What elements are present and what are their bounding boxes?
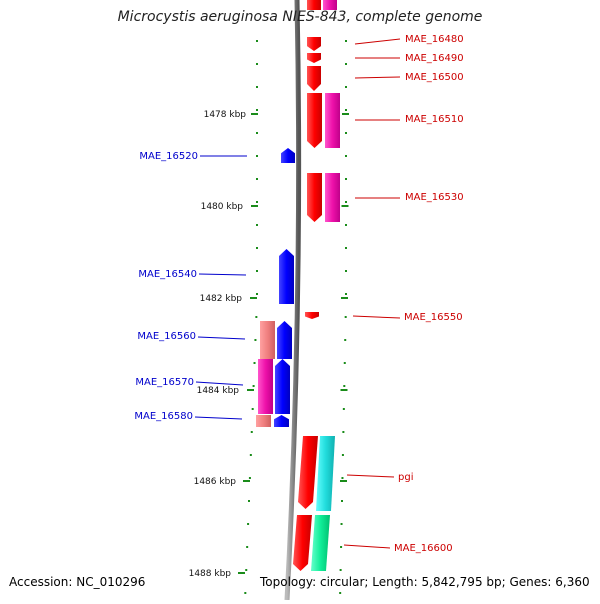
gene-label-mae_16490[interactable]: MAE_16490 (405, 53, 464, 64)
gene-label-mae_16560[interactable]: MAE_16560 (137, 331, 196, 342)
accession-text: Accession: NC_010296 (9, 575, 146, 589)
gene-label-mae_16530[interactable]: MAE_16530 (405, 192, 464, 203)
label-leader-line (194, 416, 243, 420)
label-leader-line (195, 381, 244, 386)
gene-mae_16560-cds[interactable] (277, 321, 292, 359)
gene-mae_16570-rna[interactable] (258, 359, 273, 414)
gene-label-mae_16580[interactable]: MAE_16580 (134, 411, 193, 422)
gene-mae_16540-cds[interactable] (279, 249, 294, 304)
gene-mae_16510-cds[interactable] (307, 93, 322, 148)
gene-mae_16600-rna[interactable] (311, 515, 330, 571)
label-leader-line (197, 336, 246, 340)
gene-mae_16490-cds[interactable] (307, 53, 321, 63)
tick-mark (247, 389, 254, 391)
label-leader-line (346, 474, 395, 478)
tick-label: 1484 kbp (197, 386, 240, 396)
tick-label: 1488 kbp (189, 569, 232, 579)
gene-mae_16600-cds[interactable] (293, 515, 312, 571)
label-leader-line (354, 38, 401, 45)
gene-mae_16500-cds[interactable] (307, 66, 321, 91)
gene-pgi-rna[interactable] (316, 436, 335, 511)
gene-label-mae_16520[interactable]: MAE_16520 (139, 151, 198, 162)
tick-label: 1482 kbp (200, 294, 243, 304)
gene-label-mae_16540[interactable]: MAE_16540 (138, 269, 197, 280)
gene-mae_16560-rna[interactable] (260, 321, 275, 359)
label-leader-line (354, 76, 401, 79)
tick-label: 1480 kbp (201, 202, 244, 212)
gene-mae_16530-cds[interactable] (307, 173, 322, 222)
gene-label-mae_16510[interactable]: MAE_16510 (405, 114, 464, 125)
gene-label-mae_16570[interactable]: MAE_16570 (135, 377, 194, 388)
gene-features (256, 0, 340, 571)
gene-mae_16580-cds[interactable] (274, 415, 289, 427)
tick-label: 1478 kbp (204, 110, 247, 120)
map-title: Microcystis aeruginosa NIES-843, complet… (117, 9, 483, 25)
label-leader-line (352, 315, 401, 319)
gene-mae_16520-cds[interactable] (281, 148, 295, 163)
topology-text: Topology: circular; Length: 5,842,795 bp… (260, 575, 590, 589)
gene-mae_16570-cds[interactable] (275, 359, 290, 414)
tick-mark (238, 572, 245, 574)
tick-mark (251, 205, 258, 207)
gene-label-mae_16500[interactable]: MAE_16500 (405, 72, 464, 83)
gene-mae_16530-rna[interactable] (325, 173, 340, 222)
genome-backbone (284, 0, 302, 601)
gene-label-pgi[interactable]: pgi (398, 472, 413, 483)
ruler-dots (244, 40, 347, 594)
tick-mark (250, 297, 257, 299)
gene-labels: MAE_16480 MAE_16490 MAE_16500 MAE_16510 MAE_… (134, 34, 463, 554)
gene-label-mae_16600[interactable]: MAE_16600 (394, 543, 453, 554)
gene-mae_16470-rna[interactable] (323, 0, 337, 10)
position-ticks: 1478 kbp 1480 kbp 1482 kbp 1484 kbp 1486 kbp… (189, 110, 349, 579)
gene-pgi-cds[interactable] (298, 436, 318, 509)
gene-label-mae_16480[interactable]: MAE_16480 (405, 34, 464, 45)
gene-label-mae_16550[interactable]: MAE_16550 (404, 312, 463, 323)
gene-mae_16510-rna[interactable] (325, 93, 340, 148)
label-leader-line (343, 544, 391, 549)
gene-mae_16470-cds[interactable] (307, 0, 321, 10)
gene-mae_16580-rna[interactable] (256, 415, 271, 427)
gene-mae_16480-cds[interactable] (307, 37, 321, 51)
tick-mark (251, 113, 258, 115)
tick-mark (243, 480, 250, 482)
label-leader-line (198, 273, 247, 276)
tick-label: 1486 kbp (194, 477, 237, 487)
gene-mae_16550-cds[interactable] (305, 312, 319, 319)
